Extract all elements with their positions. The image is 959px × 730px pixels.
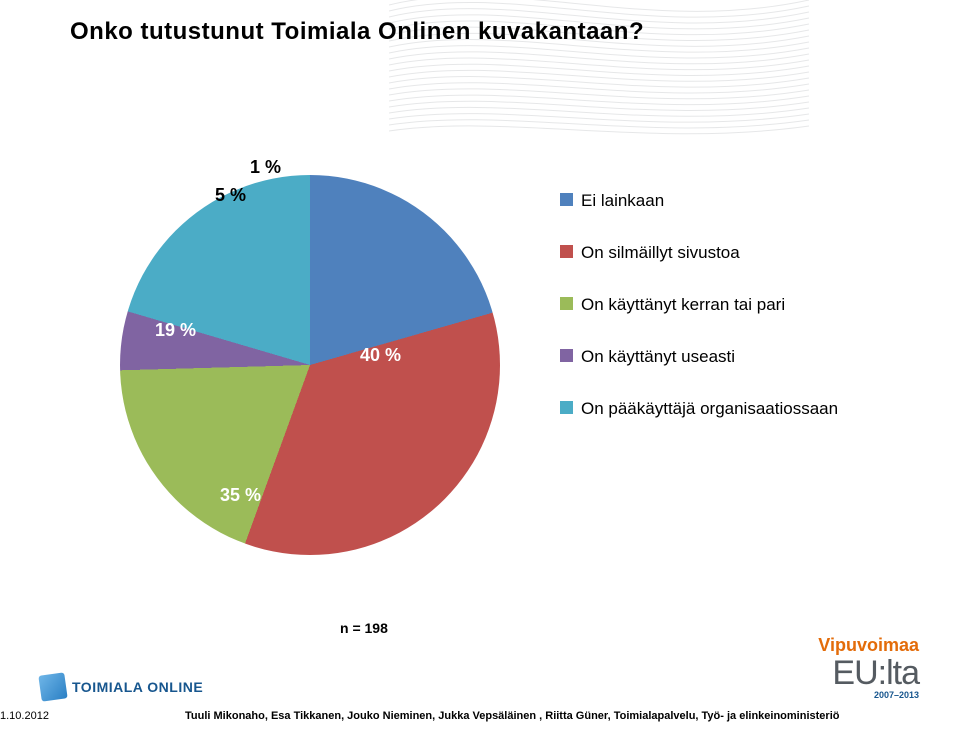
pie-slice-label: 1 %: [250, 157, 281, 178]
pie-slice-label: 5 %: [215, 185, 246, 206]
pie-chart: 40 %35 %19 %5 %1 %: [120, 175, 500, 555]
sample-size-label: n = 198: [340, 620, 388, 636]
eulta-text: EU:lta: [769, 656, 919, 690]
legend-label: On käyttänyt useasti: [581, 346, 735, 368]
legend-label: On silmäillyt sivustoa: [581, 242, 740, 264]
legend-item: On silmäillyt sivustoa: [560, 242, 910, 264]
legend-swatch: [560, 193, 573, 206]
toimiala-icon: [38, 672, 67, 701]
vipuvoimaa-text: Vipuvoimaa: [769, 635, 919, 656]
legend-item: On käyttänyt useasti: [560, 346, 910, 368]
footer-date: 1.10.2012: [0, 710, 49, 722]
pie-slice-label: 40 %: [360, 345, 401, 366]
toimiala-text: TOIMIALA ONLINE: [72, 679, 203, 695]
legend-swatch: [560, 401, 573, 414]
legend-swatch: [560, 297, 573, 310]
toimiala-online-logo: TOIMIALA ONLINE: [40, 674, 210, 700]
slide-title: Onko tutustunut Toimiala Onlinen kuvakan…: [70, 18, 644, 46]
pie-graphic: [120, 175, 500, 555]
legend-item: On pääkäyttäjä organisaatiossaan: [560, 398, 910, 420]
legend-label: On pääkäyttäjä organisaatiossaan: [581, 398, 838, 420]
pie-slice-label: 35 %: [220, 485, 261, 506]
footer-credits: Tuuli Mikonaho, Esa Tikkanen, Jouko Niem…: [185, 710, 839, 722]
legend-item: On käyttänyt kerran tai pari: [560, 294, 910, 316]
pie-slice-label: 19 %: [155, 320, 196, 341]
legend-swatch: [560, 349, 573, 362]
legend-label: On käyttänyt kerran tai pari: [581, 294, 785, 316]
eu-vipuvoimaa-logo: Vipuvoimaa EU:lta 2007–2013: [769, 635, 919, 700]
legend-label: Ei lainkaan: [581, 190, 664, 212]
legend-item: Ei lainkaan: [560, 190, 910, 212]
legend-swatch: [560, 245, 573, 258]
pie-legend: Ei lainkaan On silmäillyt sivustoa On käyt…: [560, 190, 910, 450]
